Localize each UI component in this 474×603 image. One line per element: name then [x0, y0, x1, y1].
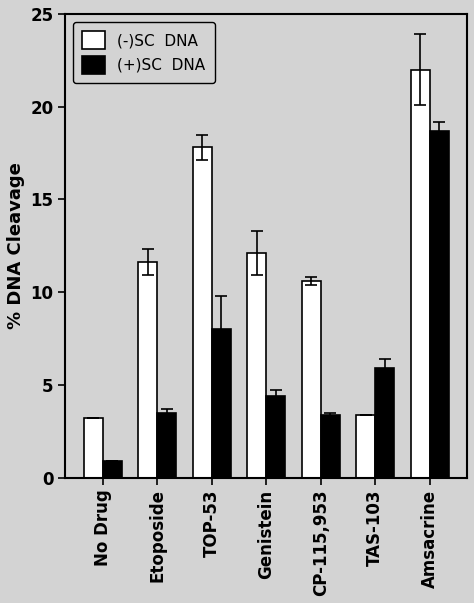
Y-axis label: % DNA Cleavage: % DNA Cleavage — [7, 162, 25, 329]
Bar — [103, 461, 122, 478]
Bar — [157, 412, 176, 478]
Bar — [356, 415, 375, 478]
Bar — [266, 396, 285, 478]
Bar — [138, 262, 157, 478]
Bar — [410, 69, 430, 478]
Bar — [321, 415, 340, 478]
Bar — [84, 418, 103, 478]
Bar — [301, 281, 321, 478]
Bar — [247, 253, 266, 478]
Bar — [192, 148, 212, 478]
Bar — [212, 329, 231, 478]
Bar — [430, 131, 449, 478]
Legend: (-)SC  DNA, (+)SC  DNA: (-)SC DNA, (+)SC DNA — [73, 22, 215, 83]
Bar — [375, 368, 394, 478]
